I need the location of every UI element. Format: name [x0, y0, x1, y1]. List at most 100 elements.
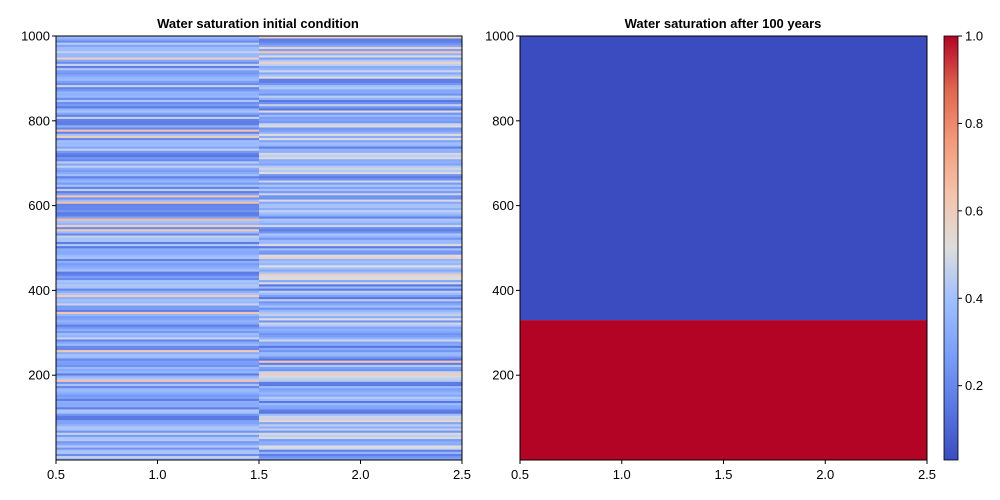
- heatmap-cell: [56, 245, 260, 249]
- x-tick-label: 1.5: [250, 467, 268, 482]
- heatmap-cell: [56, 305, 260, 308]
- heatmap-cell: [56, 436, 260, 440]
- heatmap-cell: [259, 440, 463, 444]
- x-tick-label: 2.0: [351, 467, 369, 482]
- heatmap-cell: [56, 169, 260, 172]
- heatmap-cell: [259, 46, 463, 50]
- heatmap-cell: [56, 309, 260, 312]
- panel-initial-condition: Water saturation initial condition 0.5 1.…: [21, 16, 471, 482]
- heatmap-cell: [56, 125, 260, 128]
- heatmap-cell: [56, 351, 260, 355]
- x-tick-label: 1.0: [613, 467, 631, 482]
- heatmap-cell: [56, 279, 260, 283]
- heatmap-cell: [56, 347, 260, 351]
- heatmap-cell: [259, 402, 463, 406]
- heatmap-cell: [56, 402, 260, 406]
- heatmap-cell: [259, 103, 463, 107]
- heatmap-cell: [56, 298, 260, 302]
- y-tick-label: 800: [28, 113, 50, 128]
- heatmap-cell: [259, 55, 463, 58]
- heatmap-cell: [56, 315, 260, 319]
- panel-2-y-ticks: 200 400 600 800 1000: [485, 29, 520, 383]
- heatmap-cell: [259, 339, 463, 342]
- heatmap-cell: [56, 82, 260, 86]
- heatmap-cell: [56, 224, 260, 228]
- heatmap-cell: [259, 243, 463, 247]
- heatmap-cell: [56, 46, 260, 50]
- heatmap-cell: [259, 197, 463, 200]
- colorbar-ticks: 0.2 0.4 0.6 0.8 1.0: [958, 29, 983, 393]
- heatmap-cell: [56, 150, 260, 153]
- heatmap-cell: [56, 455, 260, 459]
- heatmap-cell: [56, 52, 260, 56]
- heatmap-cell: [259, 131, 463, 134]
- heatmap-cell: [259, 381, 463, 384]
- heatmap-cell: [56, 50, 260, 54]
- heatmap-cell: [259, 101, 463, 105]
- heatmap-cell: [56, 387, 260, 391]
- heatmap-cell: [259, 364, 463, 368]
- heatmap-cell: [56, 447, 260, 450]
- heatmap-cell: [56, 110, 260, 113]
- heatmap-cell: [259, 419, 463, 423]
- heatmap-cell: [259, 307, 463, 310]
- heatmap-cell: [56, 228, 260, 232]
- heatmap-cell: [56, 413, 260, 416]
- heatmap-cell: [259, 199, 463, 202]
- heatmap-cell: [56, 368, 260, 372]
- heatmap-cell: [259, 430, 463, 433]
- heatmap-cell: [259, 288, 463, 291]
- heatmap-cell: [259, 228, 463, 232]
- heatmap-cell: [259, 443, 463, 446]
- heatmap-cell: [56, 290, 260, 293]
- heatmap-cell: [56, 222, 260, 225]
- heatmap-cell: [56, 137, 260, 141]
- heatmap-cell: [56, 122, 260, 126]
- heatmap-cell: [259, 407, 463, 410]
- heatmap-cell: [56, 341, 260, 344]
- heatmap-cell: [259, 326, 463, 329]
- heatmap-cell: [56, 277, 260, 281]
- heatmap-cell: [259, 122, 463, 126]
- heatmap-cell: [259, 36, 463, 39]
- heatmap-cell: [56, 180, 260, 183]
- heatmap-cell: [259, 396, 463, 399]
- heatmap-cell: [259, 298, 463, 302]
- heatmap-cell: [56, 38, 260, 41]
- heatmap-cell: [259, 146, 463, 149]
- heatmap-cell: [259, 394, 463, 397]
- heatmap-cell: [259, 65, 463, 69]
- heatmap-cell: [259, 182, 463, 185]
- heatmap-region: [520, 36, 927, 321]
- heatmap-cell: [259, 135, 463, 139]
- heatmap-cell: [56, 99, 260, 103]
- heatmap-cell: [259, 86, 463, 90]
- heatmap-cell: [259, 252, 463, 255]
- heatmap-cell: [56, 430, 260, 433]
- heatmap-cell: [259, 158, 463, 162]
- heatmap-cell: [259, 445, 463, 448]
- heatmap-cell: [56, 152, 260, 156]
- heatmap-cell: [56, 201, 260, 204]
- heatmap-cell: [56, 188, 260, 192]
- heatmap-cell: [259, 398, 463, 401]
- heatmap-cell: [259, 118, 463, 122]
- heatmap-cell: [56, 415, 260, 418]
- heatmap-cell: [259, 76, 463, 79]
- heatmap-cell: [259, 245, 463, 249]
- heatmap-cell: [259, 428, 463, 431]
- heatmap-cell: [259, 260, 463, 264]
- heatmap-cell: [259, 220, 463, 223]
- heatmap-cell: [56, 396, 260, 399]
- heatmap-cell: [259, 455, 463, 459]
- heatmap-cell: [56, 199, 260, 202]
- heatmap-cell: [56, 57, 260, 60]
- heatmap-cell: [56, 55, 260, 58]
- heatmap-cell: [259, 93, 463, 96]
- heatmap-cell: [259, 44, 463, 47]
- heatmap-cell: [259, 190, 463, 194]
- heatmap-cell: [56, 275, 260, 278]
- heatmap-cell: [259, 290, 463, 293]
- heatmap-cell: [56, 292, 260, 295]
- heatmap-cell: [56, 120, 260, 124]
